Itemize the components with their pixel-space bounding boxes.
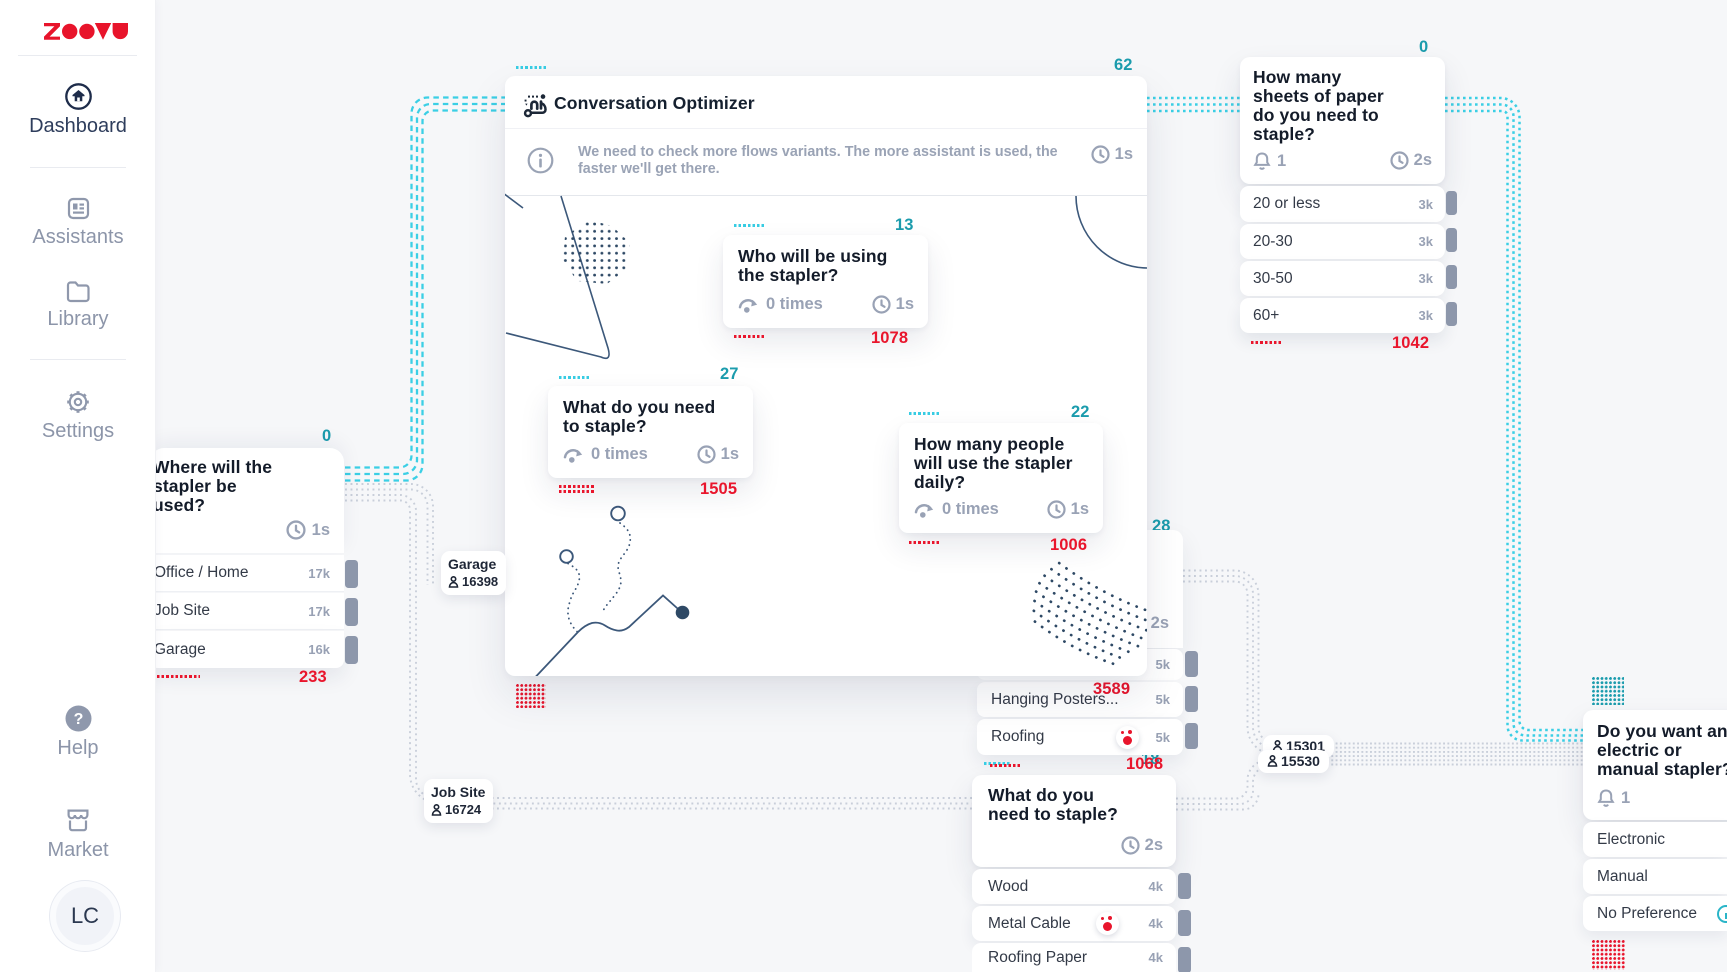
svg-text:?: ? [73,711,83,728]
